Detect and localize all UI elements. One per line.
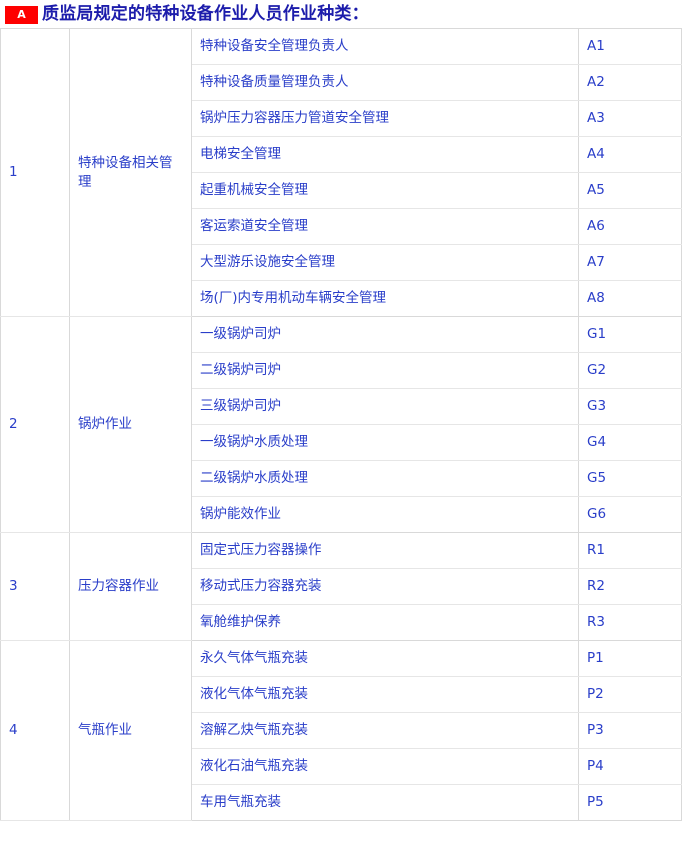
occupation-name-cell: 移动式压力容器充装 [191, 568, 579, 605]
table-body: 1 特种设备相关管理 特种设备安全管理负责人 A1 特种设备质量管理负责人 A2 锅炉压力容… [0, 28, 682, 821]
table-row: 移动式压力容器充装 R2 [1, 568, 682, 605]
occupation-name-cell: 永久气体气瓶充装 [191, 640, 579, 677]
table-row: 三级锅炉司炉 G3 [1, 388, 682, 425]
table-row: 大型游乐设施安全管理 A7 [1, 244, 682, 281]
table-row: 二级锅炉水质处理 G5 [1, 460, 682, 497]
occupation-name-cell: 电梯安全管理 [191, 136, 579, 173]
group-index-cell: 2 [0, 316, 70, 533]
occupation-name-cell: 特种设备质量管理负责人 [191, 64, 579, 101]
occupation-name-cell: 液化气体气瓶充装 [191, 676, 579, 713]
table-row: 二级锅炉司炉 G2 [1, 352, 682, 389]
table-row: 起重机械安全管理 A5 [1, 172, 682, 209]
occupation-name-cell: 氧舱维护保养 [191, 604, 579, 641]
occupation-code-cell: P3 [578, 712, 682, 749]
occupation-name-cell: 二级锅炉水质处理 [191, 460, 579, 497]
occupation-name-cell: 一级锅炉司炉 [191, 316, 579, 353]
letter-a-badge-icon: A [5, 5, 38, 24]
group-category-cell: 气瓶作业 [69, 640, 192, 821]
group-category-cell: 锅炉作业 [69, 316, 192, 533]
table-row: 特种设备质量管理负责人 A2 [1, 64, 682, 101]
group-index-cell: 4 [0, 640, 70, 821]
table-row: 液化气体气瓶充装 P2 [1, 676, 682, 713]
occupation-code-cell: G1 [578, 316, 682, 353]
occupation-name-cell: 大型游乐设施安全管理 [191, 244, 579, 281]
table-row: 2 锅炉作业 一级锅炉司炉 G1 [0, 316, 682, 533]
occupation-table-wrapper: 1 特种设备相关管理 特种设备安全管理负责人 A1 特种设备质量管理负责人 A2 锅炉压力容… [0, 28, 682, 821]
occupation-code-cell: R2 [578, 568, 682, 605]
occupation-code-cell: A6 [578, 208, 682, 245]
occupation-code-cell: A3 [578, 100, 682, 137]
occupation-code-cell: A5 [578, 172, 682, 209]
occupation-code-cell: G5 [578, 460, 682, 497]
occupation-name-cell: 特种设备安全管理负责人 [191, 28, 579, 65]
occupation-code-cell: P4 [578, 748, 682, 785]
occupation-name-cell: 溶解乙炔气瓶充装 [191, 712, 579, 749]
page-heading: A 质监局规定的特种设备作业人员作业种类： [0, 0, 689, 28]
occupation-code-cell: G6 [578, 496, 682, 533]
table-row: 氧舱维护保养 R3 [1, 604, 682, 641]
occupation-categories-table: 1 特种设备相关管理 特种设备安全管理负责人 A1 特种设备质量管理负责人 A2 锅炉压力容… [0, 28, 682, 821]
table-row: 4 气瓶作业 永久气体气瓶充装 P1 [0, 640, 682, 821]
table-row: 客运索道安全管理 A6 [1, 208, 682, 245]
occupation-code-cell: A1 [578, 28, 682, 65]
occupation-code-cell: A2 [578, 64, 682, 101]
occupation-name-cell: 三级锅炉司炉 [191, 388, 579, 425]
occupation-code-cell: G4 [578, 424, 682, 461]
table-row: 一级锅炉水质处理 G4 [1, 424, 682, 461]
table-row: 3 压力容器作业 固定式压力容器操作 R1 [0, 532, 682, 641]
group-category-cell: 特种设备相关管理 [69, 28, 192, 317]
occupation-name-cell: 锅炉能效作业 [191, 496, 579, 533]
occupation-name-cell: 锅炉压力容器压力管道安全管理 [191, 100, 579, 137]
table-row: 液化石油气瓶充装 P4 [1, 748, 682, 785]
group-index-cell: 1 [0, 28, 70, 317]
occupation-name-cell: 车用气瓶充装 [191, 784, 579, 821]
table-row: 车用气瓶充装 P5 [1, 784, 682, 821]
group-index-cell: 3 [0, 532, 70, 641]
page-title: 质监局规定的特种设备作业人员作业种类： [42, 4, 369, 24]
group-category-cell: 压力容器作业 [69, 532, 192, 641]
table-row: 场(厂)内专用机动车辆安全管理 A8 [1, 280, 682, 317]
occupation-name-cell: 固定式压力容器操作 [191, 532, 579, 569]
occupation-code-cell: A8 [578, 280, 682, 317]
occupation-name-cell: 二级锅炉司炉 [191, 352, 579, 389]
occupation-code-cell: P2 [578, 676, 682, 713]
occupation-code-cell: R3 [578, 604, 682, 641]
occupation-name-cell: 液化石油气瓶充装 [191, 748, 579, 785]
occupation-name-cell: 起重机械安全管理 [191, 172, 579, 209]
occupation-code-cell: A7 [578, 244, 682, 281]
table-row: 电梯安全管理 A4 [1, 136, 682, 173]
table-row: 1 特种设备相关管理 特种设备安全管理负责人 A1 [0, 28, 682, 317]
table-row: 锅炉能效作业 G6 [1, 496, 682, 533]
table-row: 溶解乙炔气瓶充装 P3 [1, 712, 682, 749]
occupation-name-cell: 一级锅炉水质处理 [191, 424, 579, 461]
occupation-code-cell: A4 [578, 136, 682, 173]
occupation-code-cell: P1 [578, 640, 682, 677]
table-row: 锅炉压力容器压力管道安全管理 A3 [1, 100, 682, 137]
occupation-code-cell: R1 [578, 532, 682, 569]
occupation-code-cell: P5 [578, 784, 682, 821]
occupation-code-cell: G3 [578, 388, 682, 425]
occupation-name-cell: 客运索道安全管理 [191, 208, 579, 245]
occupation-code-cell: G2 [578, 352, 682, 389]
occupation-name-cell: 场(厂)内专用机动车辆安全管理 [191, 280, 579, 317]
